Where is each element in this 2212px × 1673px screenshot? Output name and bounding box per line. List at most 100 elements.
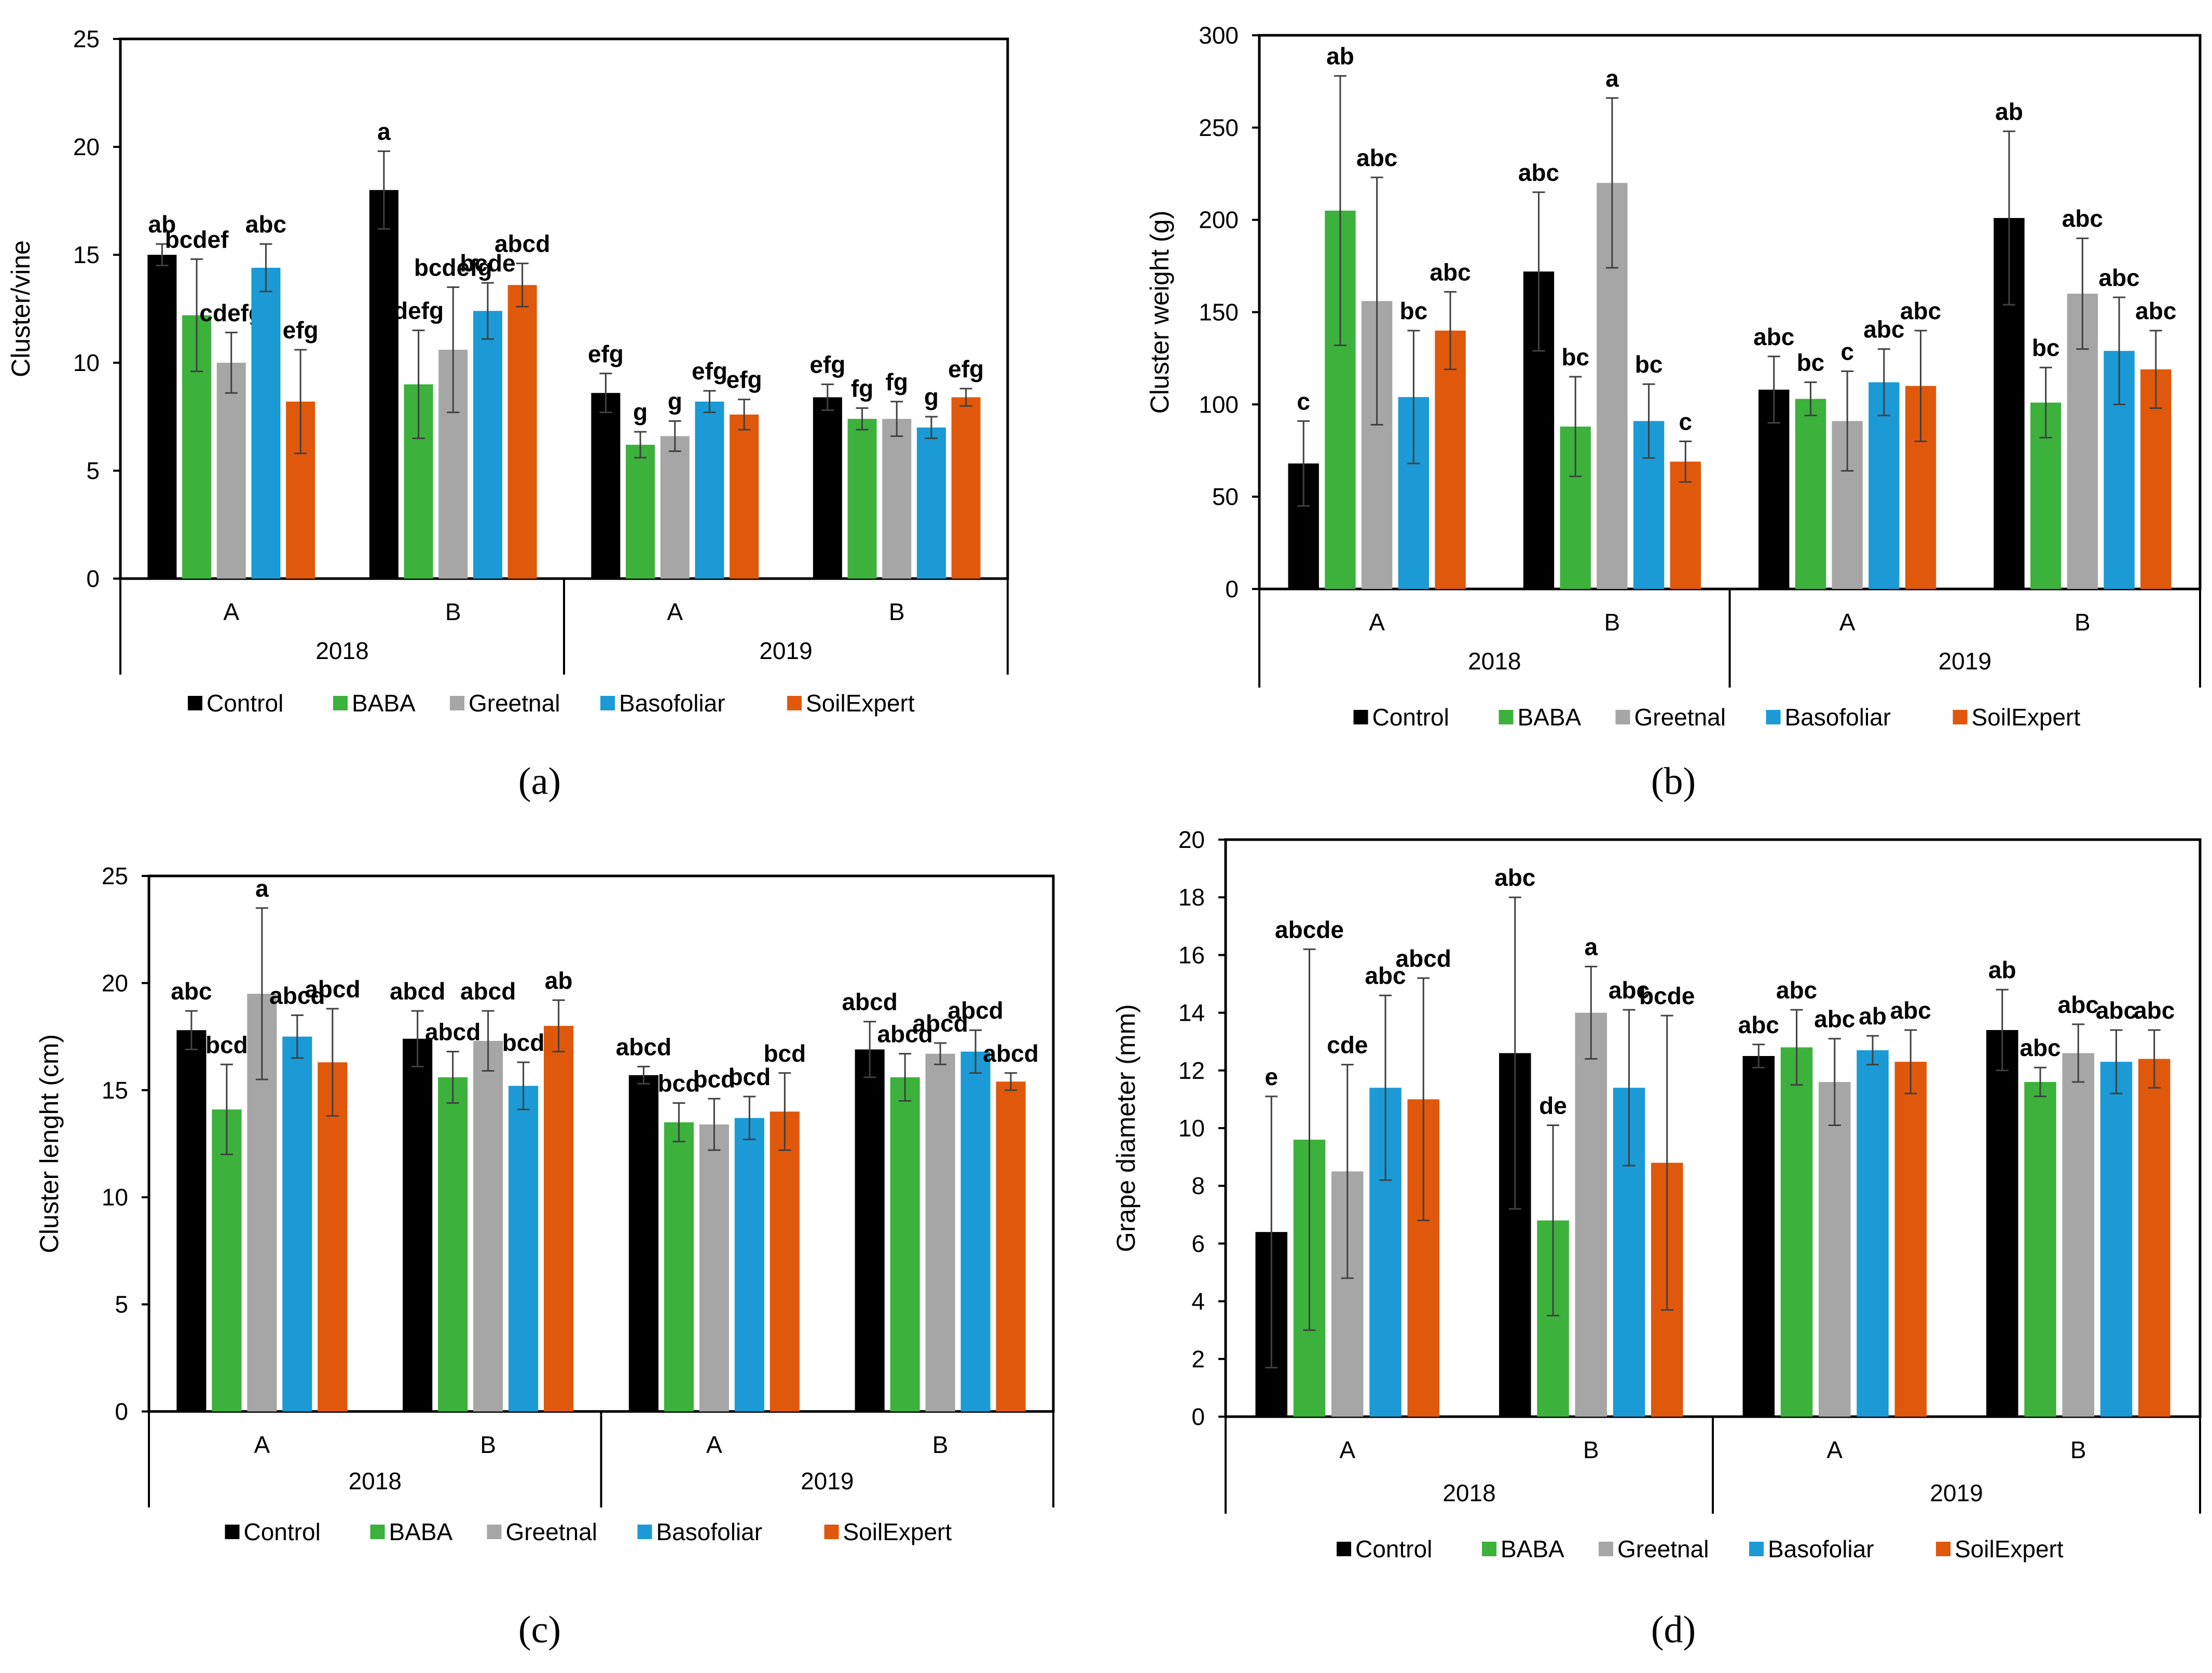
group-label-2018: 2018 bbox=[1468, 648, 1521, 675]
legend-label-soilexpert: SoilExpert bbox=[843, 1518, 952, 1545]
legend-swatch-basofoliar bbox=[1749, 1542, 1764, 1556]
bar-control bbox=[1986, 1030, 2018, 1417]
bar-soilexpert bbox=[318, 1062, 348, 1411]
legend-swatch-greetnal bbox=[487, 1525, 502, 1539]
legend-swatch-soilexpert bbox=[1953, 710, 1968, 724]
legend-swatch-baba bbox=[1499, 710, 1514, 724]
significance-letter: a bbox=[1605, 65, 1619, 92]
group-label-2019: 2019 bbox=[759, 637, 812, 664]
y-tick-label: 14 bbox=[1178, 999, 1205, 1026]
bar-greetnal bbox=[1818, 1082, 1851, 1417]
y-tick-label: 20 bbox=[1178, 826, 1205, 853]
legend-label-baba: BABA bbox=[389, 1518, 453, 1545]
significance-letter: bcd bbox=[205, 1031, 248, 1058]
significance-letter: abcd bbox=[390, 978, 445, 1005]
bar-greetnal bbox=[699, 1124, 729, 1411]
significance-letter: bcd bbox=[728, 1063, 771, 1090]
significance-letter: fg bbox=[851, 375, 873, 402]
significance-letter: abc bbox=[1356, 144, 1397, 171]
significance-letter: abc bbox=[2135, 297, 2176, 324]
legend-swatch-baba bbox=[333, 696, 348, 710]
legend-label-soilexpert: SoilExpert bbox=[806, 690, 915, 717]
y-tick-label: 300 bbox=[1199, 22, 1239, 49]
significance-letter: abcd bbox=[460, 978, 516, 1005]
bar-soilexpert bbox=[996, 1081, 1026, 1411]
category-label: A bbox=[1339, 1436, 1355, 1463]
category-label: B bbox=[1604, 609, 1620, 636]
y-tick-label: 20 bbox=[73, 133, 100, 160]
significance-letter: abc bbox=[1609, 977, 1650, 1004]
y-tick-label: 10 bbox=[73, 349, 100, 376]
category-label: B bbox=[932, 1431, 949, 1458]
y-tick-label: 100 bbox=[1199, 391, 1239, 418]
bar-soilexpert bbox=[951, 397, 981, 579]
significance-letter: ab bbox=[545, 967, 573, 994]
legend-swatch-soilexpert bbox=[824, 1525, 839, 1539]
bar-soilexpert bbox=[730, 414, 759, 579]
significance-letter: efg bbox=[948, 355, 984, 382]
bar-basofoliar bbox=[1857, 1050, 1889, 1417]
significance-letter: bcd bbox=[658, 1070, 700, 1097]
significance-letter: abc bbox=[1863, 316, 1904, 343]
bar-baba bbox=[1795, 399, 1826, 589]
y-tick-label: 18 bbox=[1178, 884, 1205, 911]
bar-basofoliar bbox=[960, 1051, 991, 1411]
category-label: A bbox=[223, 598, 239, 625]
legend-label-greetnal: Greetnal bbox=[1634, 704, 1726, 731]
significance-letter: abc bbox=[1738, 1011, 1779, 1038]
y-tick-label: 0 bbox=[1191, 1403, 1205, 1430]
y-tick-label: 200 bbox=[1199, 207, 1239, 234]
significance-letter: bc bbox=[2032, 334, 2060, 361]
y-tick-label: 50 bbox=[1212, 483, 1239, 510]
significance-letter: a bbox=[377, 118, 391, 145]
significance-letter: bcd bbox=[502, 1029, 545, 1056]
significance-letter: fg bbox=[886, 368, 908, 395]
significance-letter: bcd bbox=[763, 1040, 806, 1067]
bar-soilexpert bbox=[507, 285, 537, 579]
significance-letter: defg bbox=[393, 297, 444, 324]
significance-letter: c bbox=[1840, 338, 1854, 365]
bar-soilexpert bbox=[770, 1112, 800, 1411]
bar-soilexpert bbox=[1670, 461, 1701, 589]
legend-label-baba: BABA bbox=[1501, 1535, 1564, 1562]
significance-letter: g bbox=[668, 388, 682, 415]
legend-label-soilexpert: SoilExpert bbox=[1972, 704, 2081, 731]
significance-letter: abc bbox=[1776, 977, 1817, 1004]
significance-letter: bcde bbox=[1639, 982, 1695, 1009]
significance-letter: bcdef bbox=[165, 226, 229, 253]
group-label-2019: 2019 bbox=[801, 1468, 854, 1494]
bar-control bbox=[591, 393, 621, 579]
category-label: A bbox=[1839, 609, 1856, 636]
bar-basofoliar bbox=[2100, 1062, 2133, 1417]
y-tick-label: 250 bbox=[1199, 114, 1239, 141]
significance-letter: abc bbox=[2134, 997, 2175, 1024]
bar-baba bbox=[1780, 1047, 1813, 1417]
significance-letter: g bbox=[924, 383, 939, 410]
group-label-2019: 2019 bbox=[1939, 648, 1991, 675]
y-tick-label: 8 bbox=[1191, 1172, 1205, 1199]
legend-label-baba: BABA bbox=[352, 690, 416, 717]
legend-swatch-control bbox=[1353, 710, 1368, 724]
legend-swatch-greetnal bbox=[1599, 1542, 1613, 1556]
significance-letter: abcd bbox=[877, 1021, 932, 1048]
legend-label-greetnal: Greetnal bbox=[506, 1518, 597, 1545]
chart-panel-d: 0 2 4 6 8 10 12 14 16 18 20 Grape diameter (mm) 2018… bbox=[1111, 826, 2202, 1562]
y-tick-label: 150 bbox=[1199, 299, 1239, 326]
y-tick-label: 15 bbox=[102, 1077, 128, 1104]
significance-letter: ab bbox=[1995, 98, 2023, 125]
legend-swatch-soilexpert bbox=[787, 696, 802, 710]
legend-swatch-greetnal bbox=[1615, 710, 1630, 724]
significance-letter: ab bbox=[148, 211, 176, 238]
category-label: A bbox=[1369, 609, 1385, 636]
bar-control bbox=[628, 1075, 658, 1411]
category-label: A bbox=[1826, 1436, 1843, 1463]
significance-letter: bcdefg bbox=[414, 254, 492, 281]
category-label: B bbox=[2074, 609, 2091, 636]
legend-swatch-basofoliar bbox=[1766, 710, 1781, 724]
significance-letter: efg bbox=[726, 366, 762, 393]
y-axis-title: Cluster weight (g) bbox=[1145, 211, 1174, 414]
bar-control bbox=[369, 190, 399, 579]
group-label-2018: 2018 bbox=[349, 1468, 402, 1494]
legend-label-control: Control bbox=[1355, 1535, 1432, 1562]
y-axis-title: Cluster lenght (cm) bbox=[35, 1034, 64, 1253]
